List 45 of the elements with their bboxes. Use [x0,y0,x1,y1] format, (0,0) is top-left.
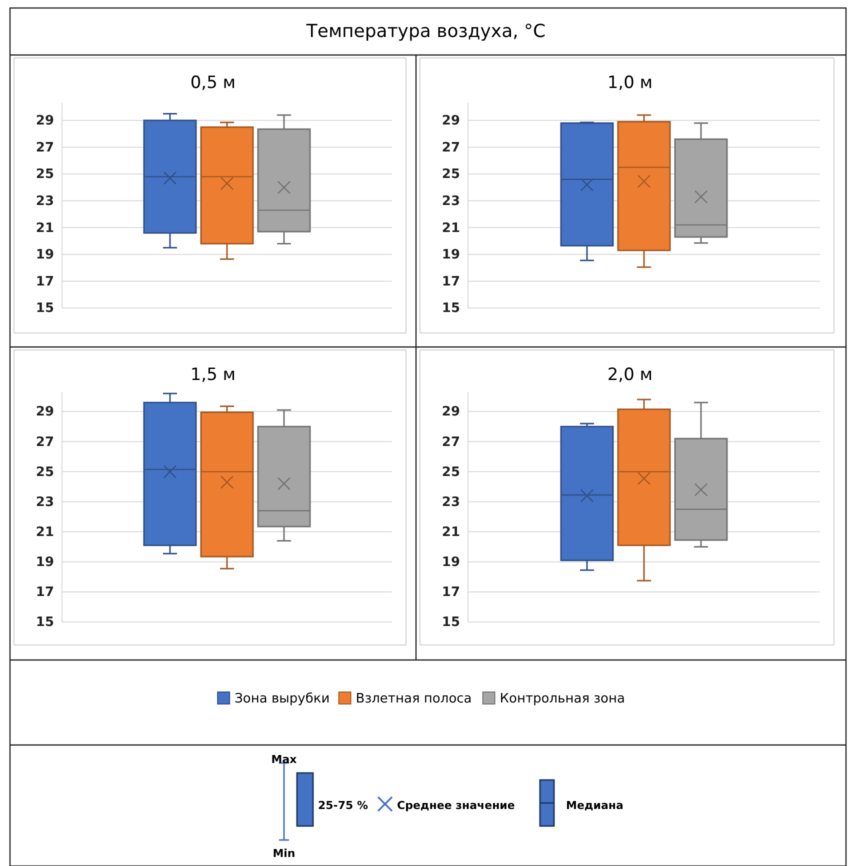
y-tick-label: 23 [442,494,460,510]
y-tick-label: 17 [442,274,460,290]
text: Медиана [566,798,624,812]
legend-label: Зона вырубки [234,692,330,707]
y-tick-label: 19 [442,555,460,570]
y-tick-label: 19 [36,555,54,570]
y-tick-label: 25 [442,167,460,182]
y-tick-label: 25 [36,464,54,480]
y-tick-label: 21 [36,524,54,540]
y-tick-label: 21 [442,220,460,236]
y-tick-label: 25 [36,167,54,182]
text: Min [272,846,296,860]
y-tick-label: 15 [36,301,54,316]
y-tick-label: 21 [442,524,460,540]
y-tick-label: 27 [442,434,460,450]
y-tick-label: 23 [442,194,460,209]
chart-title: 2,0 м [607,365,653,385]
y-tick-label: 23 [36,194,54,209]
y-tick-label: 25 [442,464,460,480]
y-tick-label: 27 [36,140,54,156]
chart-title: 0,5 м [190,73,236,93]
y-tick-label: 19 [36,248,54,263]
text: 25-75 % [318,798,368,812]
y-tick-label: 21 [36,220,54,236]
chart-title: 1,0 м [607,73,653,93]
text: Max [271,752,297,766]
legend-label: Контрольная зона [500,692,625,707]
y-tick-label: 17 [36,585,54,600]
y-tick-label: 29 [442,114,460,129]
y-tick-label: 17 [442,585,460,600]
y-tick-label: 29 [36,404,54,420]
y-tick-label: 15 [36,615,54,630]
y-tick-label: 19 [442,248,460,263]
legend-label: Взлетная полоса [356,692,472,707]
y-tick-label: 23 [36,494,54,510]
text: Температура воздуха, °C [305,21,546,42]
y-tick-label: 29 [36,114,54,129]
y-tick-label: 15 [442,301,460,316]
chart-title: 1,5 м [190,365,236,385]
y-tick-label: 27 [36,434,54,450]
y-tick-label: 17 [36,274,54,290]
y-tick-label: 15 [442,615,460,630]
y-tick-label: 27 [442,140,460,156]
text: Среднее значение [397,798,515,812]
y-tick-label: 29 [442,404,460,420]
